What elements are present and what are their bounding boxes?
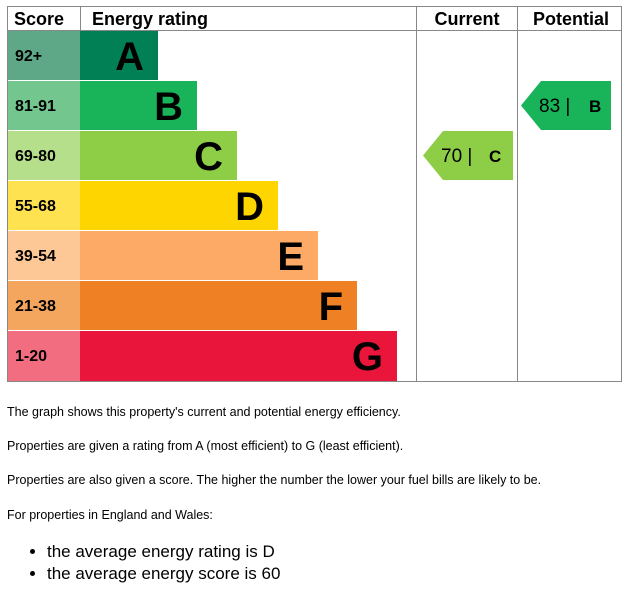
score-header: Score [14, 9, 64, 29]
energy-rating-header: Energy rating [92, 9, 208, 29]
score-cell-e [8, 231, 80, 280]
potential-header: Potential [533, 9, 609, 29]
score-cell-a [8, 31, 80, 80]
note-england-wales: For properties in England and Wales: [7, 508, 213, 522]
score-cell-b [8, 81, 80, 130]
band-letter-f: F [319, 285, 343, 329]
score-label-c: 69-80 [15, 148, 56, 165]
score-label-e: 39-54 [15, 248, 56, 265]
band-letter-c: C [194, 135, 223, 179]
average-rating-item: the average energy rating is D [47, 541, 280, 563]
note-ratings: Properties are given a rating from A (mo… [7, 439, 404, 453]
band-letter-a: A [115, 35, 144, 79]
average-score-item: the average energy score is 60 [47, 563, 280, 585]
band-bar-b [80, 81, 197, 130]
band-bar-a [80, 31, 158, 80]
score-cell-c [8, 131, 80, 180]
score-label-g: 1-20 [15, 348, 47, 365]
band-bar-f [80, 281, 357, 330]
band-letter-g: G [352, 335, 383, 379]
score-cell-d [8, 181, 80, 230]
score-label-b: 81-91 [15, 98, 56, 115]
note-scores: Properties are also given a score. The h… [7, 473, 542, 487]
current-letter-label: C [489, 147, 501, 166]
score-label-a: 92+ [15, 48, 42, 65]
band-bar-e [80, 231, 318, 280]
band-letter-e: E [277, 235, 304, 279]
potential-rating-arrow: 83 | B [521, 81, 611, 130]
average-list: the average energy rating is D the avera… [7, 541, 280, 585]
score-label-f: 21-38 [15, 298, 56, 315]
potential-letter-label: B [589, 97, 601, 116]
current-rating-arrow: 70 | C [423, 131, 513, 180]
score-cell-f [8, 281, 80, 330]
band-bar-g [80, 331, 397, 381]
table-grid [7, 6, 622, 382]
current-header: Current [434, 9, 499, 29]
band-bar-d [80, 181, 278, 230]
score-label-d: 55-68 [15, 198, 56, 215]
epc-chart: 92+ A81-91 B69-80 C55-68 D39-54 E21-38 F1-20 G … [7, 6, 622, 382]
band-bar-c [80, 131, 237, 180]
score-cell-g [8, 331, 80, 381]
band-letter-d: D [235, 185, 264, 229]
band-letter-b: B [154, 85, 183, 129]
note-graph: The graph shows this property's current … [7, 405, 401, 419]
current-score-label: 70 | [441, 146, 472, 167]
potential-score-label: 83 | [539, 96, 570, 117]
